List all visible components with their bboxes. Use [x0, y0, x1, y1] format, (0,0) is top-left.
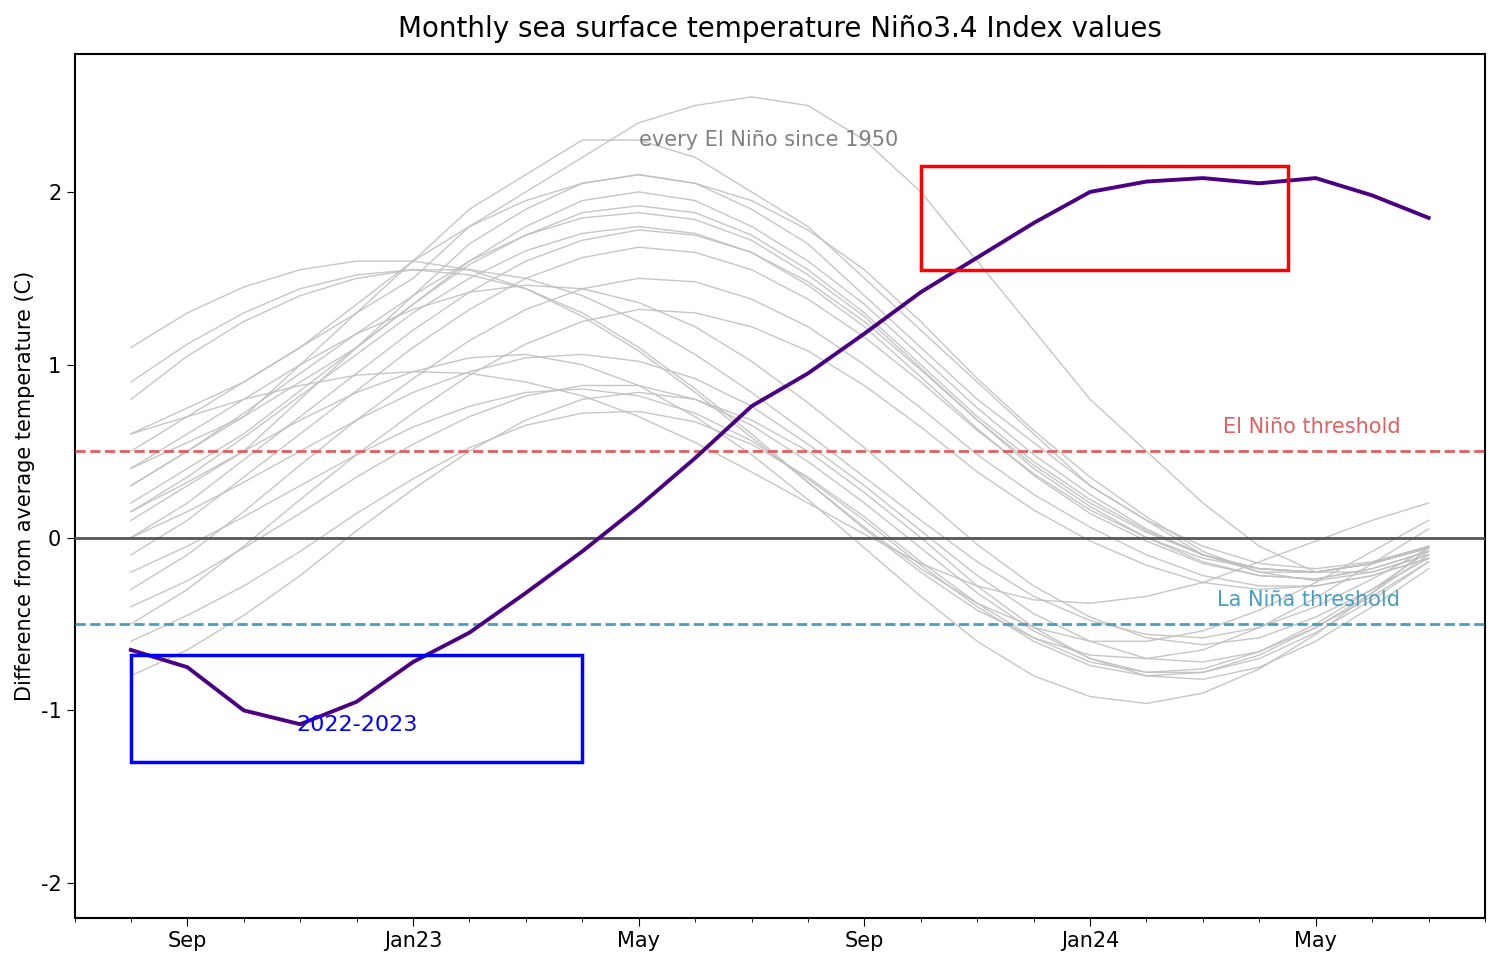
Bar [921, 166, 1287, 270]
Text: every El Niño since 1950: every El Niño since 1950 [639, 130, 898, 150]
Bar [130, 655, 582, 762]
Y-axis label: Difference from average temperature (C): Difference from average temperature (C) [15, 270, 34, 701]
Text: La Niña threshold: La Niña threshold [1218, 590, 1401, 611]
Title: Monthly sea surface temperature Niño3.4 Index values: Monthly sea surface temperature Niño3.4 … [398, 15, 1161, 43]
Text: El Niño threshold: El Niño threshold [1222, 417, 1401, 438]
Text: 2022-2023: 2022-2023 [296, 715, 417, 735]
